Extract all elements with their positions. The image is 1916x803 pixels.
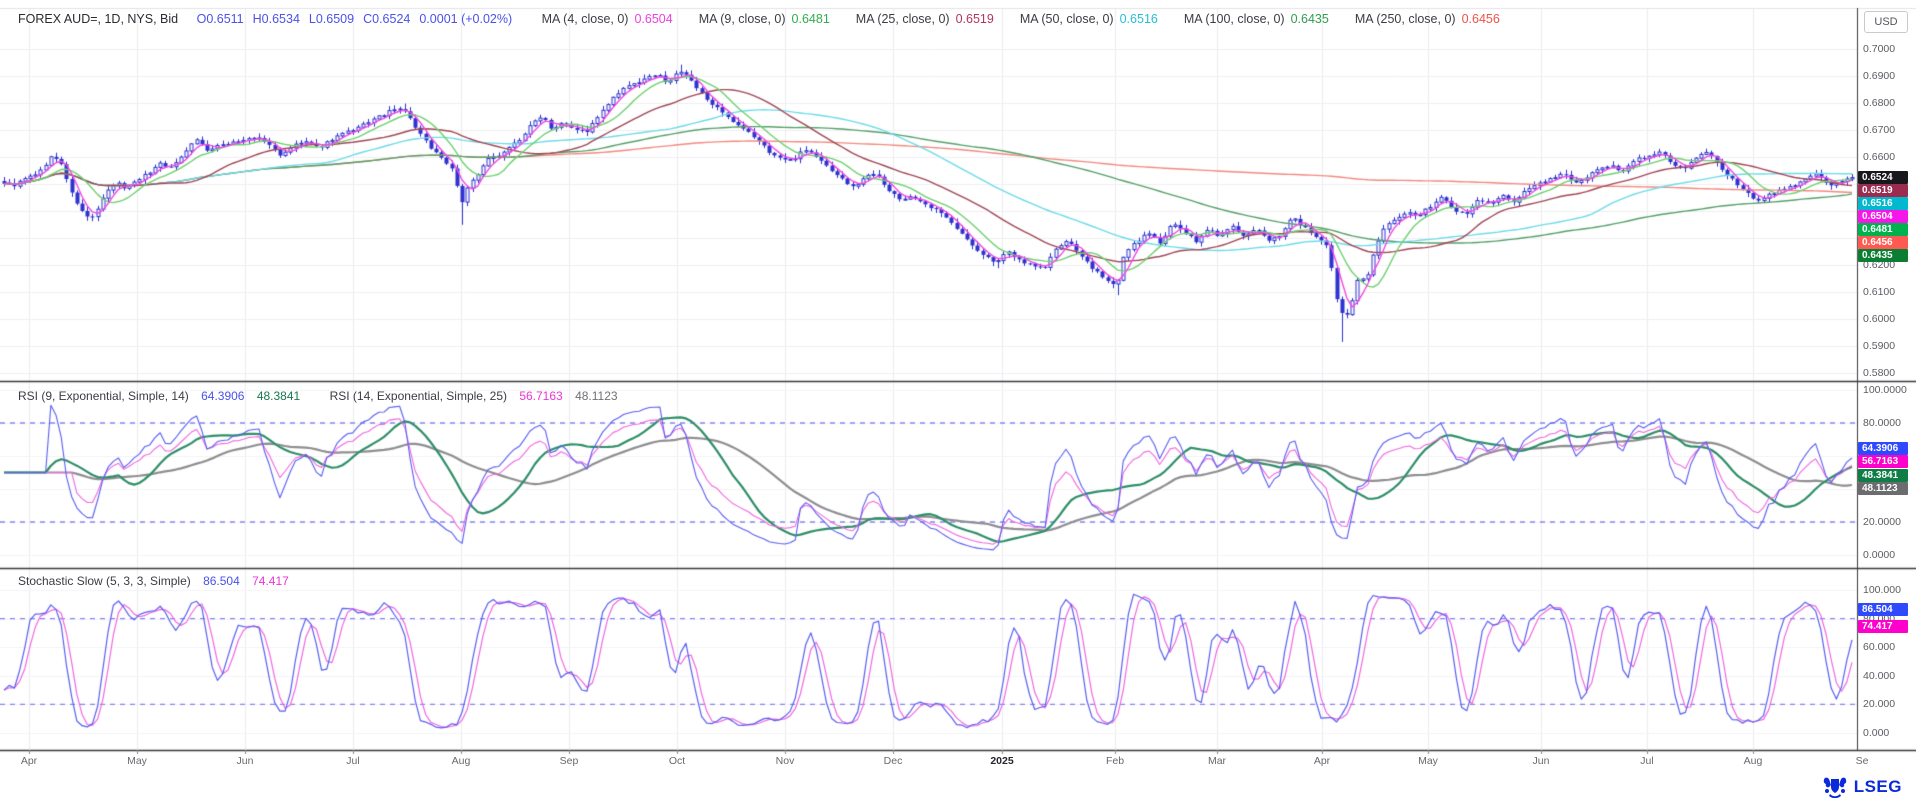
price-axis-tick: 0.6900 bbox=[1863, 70, 1896, 82]
stoch-level-tag: 86.504 bbox=[1858, 602, 1908, 616]
ma-legend-item: MA (250, close, 0) 0.6456 bbox=[1355, 12, 1526, 26]
ma-legend-item: MA (100, close, 0) 0.6435 bbox=[1184, 12, 1355, 26]
stoch-level-tag: 74.417 bbox=[1858, 620, 1908, 634]
rsi2-label: RSI (14, Exponential, Simple, 25) bbox=[329, 389, 507, 403]
rsi-axis-tick: 20.0000 bbox=[1863, 516, 1901, 528]
ma-legend-label: MA (100, close, 0) bbox=[1183, 12, 1285, 26]
ma-legend-value: 0.6456 bbox=[1461, 12, 1500, 26]
stoch-axis-tick: 20.000 bbox=[1863, 698, 1896, 711]
month-label: Apr bbox=[20, 755, 38, 767]
ma-legend-label: MA (50, close, 0) bbox=[1019, 12, 1114, 26]
price-axis-tick: 0.5800 bbox=[1863, 367, 1896, 379]
rsi-level-tag: 48.1123 bbox=[1858, 481, 1908, 495]
instrument-title: FOREX AUD=, 1D, NYS, Bid bbox=[18, 12, 179, 26]
ma-legend-item: MA (25, close, 0) 0.6519 bbox=[856, 12, 1020, 26]
month-label: Apr bbox=[1313, 755, 1331, 767]
price-axis-tick: 0.6800 bbox=[1863, 97, 1896, 109]
rsi-axis-tick: 80.0000 bbox=[1863, 417, 1901, 429]
ma-legend-label: MA (250, close, 0) bbox=[1354, 12, 1456, 26]
rsi-label: RSI (9, Exponential, Simple, 14) bbox=[18, 389, 189, 403]
ohlc-value: C0.6524 bbox=[363, 12, 411, 26]
ohlc-value: H0.6534 bbox=[252, 12, 300, 26]
rsi-axis-tick: 0.0000 bbox=[1863, 549, 1896, 561]
rsi-level-tag: 64.3906 bbox=[1858, 442, 1908, 456]
ohlc-row: O0.6511 H0.6534 L0.6509 C0.6524 0.0001 (+0.0… bbox=[197, 12, 539, 26]
price-level-tag: 0.6435 bbox=[1858, 249, 1908, 263]
month-label: Se bbox=[1855, 755, 1869, 767]
rsi-value: 64.3906 bbox=[201, 389, 245, 403]
rsi-level-tag: 56.7163 bbox=[1858, 455, 1908, 469]
month-label: Jul bbox=[346, 755, 360, 767]
month-label: 2025 bbox=[990, 755, 1014, 767]
stoch-axis-tick: 0.000 bbox=[1863, 727, 1890, 739]
price-axis-tick: 0.5900 bbox=[1863, 340, 1896, 352]
stoch-panel-legend: Stochastic Slow (5, 3, 3, Simple) 86.504… bbox=[18, 574, 289, 588]
rsi-axis-tick: 100.0000 bbox=[1863, 384, 1907, 396]
price-level-tag: 0.6504 bbox=[1858, 210, 1908, 224]
price-axis-tick: 0.6700 bbox=[1863, 124, 1896, 136]
price-level-tag: 0.6524 bbox=[1858, 171, 1908, 185]
stoch-axis-tick: 40.000 bbox=[1863, 669, 1896, 682]
ma-legend-value: 0.6519 bbox=[955, 12, 994, 26]
currency-selector-button[interactable]: USD bbox=[1864, 11, 1908, 33]
month-label: Nov bbox=[775, 755, 795, 767]
price-level-tag: 0.6481 bbox=[1858, 223, 1908, 237]
ohlc-value: L0.6509 bbox=[308, 12, 355, 26]
month-label: Oct bbox=[668, 755, 686, 767]
price-axis-tick: 0.6000 bbox=[1863, 313, 1896, 325]
ma-legend: MA (4, close, 0) 0.6504 MA (9, close, 0) 0.… bbox=[542, 12, 1526, 26]
rsi2-ma-value: 48.1123 bbox=[575, 389, 618, 403]
ma-legend-label: MA (25, close, 0) bbox=[855, 12, 950, 26]
month-label: Dec bbox=[883, 755, 903, 767]
lseg-brand-text: LSEG bbox=[1853, 777, 1902, 796]
stoch-k-value: 86.504 bbox=[203, 574, 240, 588]
ma-legend-value: 0.6504 bbox=[634, 12, 673, 26]
rsi-level-tag: 48.3841 bbox=[1858, 468, 1908, 482]
month-label: Jun bbox=[236, 755, 254, 767]
ohlc-value: O0.6511 bbox=[196, 12, 244, 26]
stoch-d-value: 74.417 bbox=[252, 574, 289, 588]
rsi-ma-value: 48.3841 bbox=[256, 389, 301, 403]
lseg-logo: LSEG bbox=[1822, 776, 1902, 798]
ma-legend-label: MA (4, close, 0) bbox=[541, 12, 629, 26]
lseg-crest-icon bbox=[1823, 777, 1846, 798]
month-label: Aug bbox=[451, 755, 471, 767]
stoch-label: Stochastic Slow (5, 3, 3, Simple) bbox=[18, 574, 191, 588]
rsi2-value: 56.7163 bbox=[519, 389, 563, 403]
ma-legend-item: MA (4, close, 0) 0.6504 bbox=[542, 12, 699, 26]
month-label: Aug bbox=[1743, 755, 1763, 767]
rsi-panel-legend: RSI (9, Exponential, Simple, 14) 64.3906… bbox=[18, 389, 618, 403]
month-label: Feb bbox=[1105, 755, 1125, 767]
month-label: Jul bbox=[1640, 755, 1654, 767]
stoch-axis-tick: 100.000 bbox=[1863, 584, 1901, 596]
ma-legend-item: MA (9, close, 0) 0.6481 bbox=[699, 12, 856, 26]
month-label: May bbox=[127, 755, 147, 767]
price-axis-tick: 0.6600 bbox=[1863, 151, 1896, 163]
month-label: Mar bbox=[1207, 755, 1227, 767]
ma-legend-item: MA (50, close, 0) 0.6516 bbox=[1020, 12, 1184, 26]
price-axis-tick: 0.7000 bbox=[1863, 43, 1896, 55]
price-axis-tick: 0.6100 bbox=[1863, 286, 1896, 298]
ma-legend-label: MA (9, close, 0) bbox=[698, 12, 786, 26]
price-level-tag: 0.6519 bbox=[1858, 184, 1908, 198]
ma-legend-value: 0.6481 bbox=[791, 12, 830, 26]
price-panel-legend: FOREX AUD=, 1D, NYS, Bid O0.6511 H0.6534 L… bbox=[18, 12, 1526, 26]
ma-legend-value: 0.6435 bbox=[1290, 12, 1329, 26]
price-level-tag: 0.6456 bbox=[1858, 236, 1908, 250]
month-label: Jun bbox=[1532, 755, 1550, 767]
month-label: Sep bbox=[559, 755, 579, 767]
ohlc-value: 0.0001 (+0.02%) bbox=[419, 12, 513, 26]
ma-legend-value: 0.6516 bbox=[1119, 12, 1158, 26]
month-label: May bbox=[1418, 755, 1438, 767]
price-level-tag: 0.6516 bbox=[1858, 197, 1908, 211]
stoch-axis-tick: 60.000 bbox=[1863, 641, 1896, 654]
